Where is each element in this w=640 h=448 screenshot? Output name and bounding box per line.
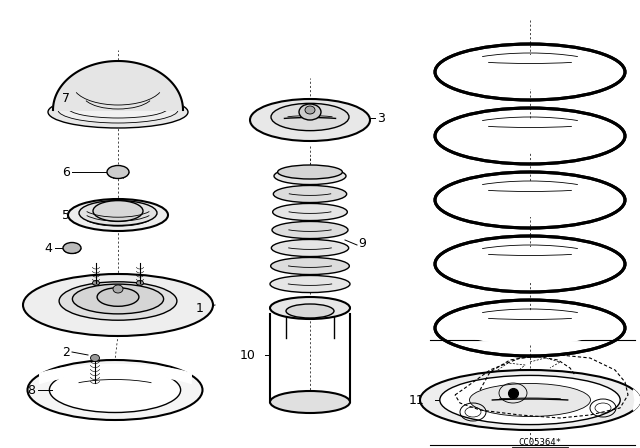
Ellipse shape: [79, 201, 157, 225]
Ellipse shape: [273, 203, 348, 220]
Ellipse shape: [23, 274, 213, 336]
Ellipse shape: [49, 367, 180, 413]
Ellipse shape: [457, 119, 603, 153]
Ellipse shape: [107, 165, 129, 178]
Ellipse shape: [272, 221, 348, 238]
Ellipse shape: [457, 130, 603, 142]
Ellipse shape: [136, 280, 143, 285]
Ellipse shape: [250, 99, 370, 141]
Text: CC05364*: CC05364*: [518, 438, 561, 447]
Ellipse shape: [48, 96, 188, 128]
Text: 11: 11: [408, 393, 424, 406]
Ellipse shape: [90, 354, 99, 362]
Ellipse shape: [271, 239, 349, 257]
Ellipse shape: [93, 201, 143, 221]
Ellipse shape: [457, 55, 603, 89]
Text: 10: 10: [240, 349, 256, 362]
Ellipse shape: [97, 288, 139, 306]
Ellipse shape: [299, 104, 321, 120]
Ellipse shape: [274, 168, 346, 185]
Text: 5: 5: [62, 208, 70, 221]
Ellipse shape: [28, 360, 202, 420]
Text: 4: 4: [44, 241, 52, 254]
Text: 3: 3: [377, 112, 385, 125]
Ellipse shape: [63, 242, 81, 254]
Ellipse shape: [68, 199, 168, 231]
Ellipse shape: [470, 383, 591, 417]
Ellipse shape: [305, 106, 315, 114]
Ellipse shape: [457, 183, 603, 217]
Ellipse shape: [270, 391, 350, 413]
Polygon shape: [53, 61, 183, 110]
Ellipse shape: [271, 258, 349, 275]
Ellipse shape: [457, 311, 603, 345]
Text: 9: 9: [358, 237, 366, 250]
Ellipse shape: [59, 282, 177, 320]
Ellipse shape: [420, 370, 640, 430]
Ellipse shape: [457, 194, 603, 206]
Ellipse shape: [93, 280, 99, 285]
Text: 1: 1: [196, 302, 204, 314]
Ellipse shape: [68, 98, 168, 118]
Ellipse shape: [271, 103, 349, 131]
Ellipse shape: [457, 258, 603, 270]
Ellipse shape: [278, 165, 342, 179]
Ellipse shape: [270, 276, 350, 293]
Ellipse shape: [273, 185, 347, 202]
Ellipse shape: [72, 284, 164, 314]
Text: 7: 7: [62, 91, 70, 104]
Ellipse shape: [457, 247, 603, 281]
Text: 6: 6: [62, 165, 70, 178]
Polygon shape: [634, 390, 640, 410]
Ellipse shape: [113, 285, 123, 293]
Ellipse shape: [270, 297, 350, 319]
Text: 2: 2: [62, 345, 70, 358]
Ellipse shape: [440, 375, 620, 425]
Ellipse shape: [286, 304, 334, 318]
Text: 8: 8: [27, 383, 35, 396]
Ellipse shape: [58, 97, 178, 123]
Ellipse shape: [457, 322, 603, 334]
Ellipse shape: [457, 66, 603, 78]
